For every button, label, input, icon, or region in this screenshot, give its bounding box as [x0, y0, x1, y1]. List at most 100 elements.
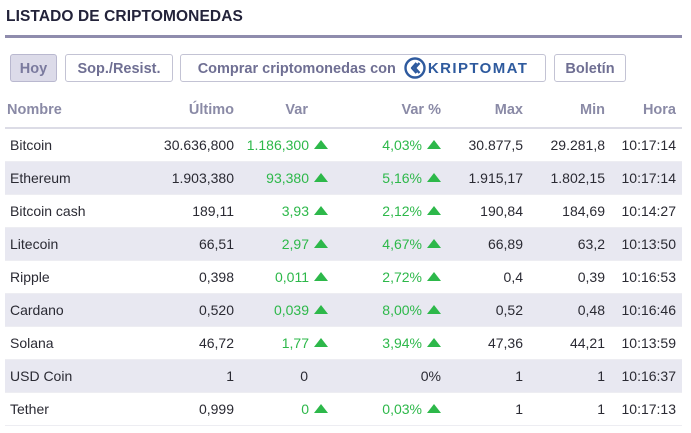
- time: 10:17:13: [605, 392, 682, 426]
- min-price: 44,21: [523, 326, 605, 360]
- last-price: 46,72: [115, 326, 234, 360]
- triangle-up-icon: [427, 338, 441, 347]
- table-row[interactable]: Bitcoin 30.636,800 1.186,300 4,03% 30.877,5 2…: [5, 128, 682, 162]
- change-cell: 0,011: [234, 260, 332, 294]
- change-cell: 0: [234, 359, 332, 393]
- kriptomat-logo: KRIPTOMAT: [404, 55, 528, 83]
- max-price: 30.877,5: [441, 128, 523, 162]
- triangle-up-icon: [314, 239, 328, 248]
- table-row[interactable]: Ripple 0,398 0,011 2,72% 0,4 0,39 10:16:53: [5, 260, 682, 294]
- crypto-name[interactable]: Ripple: [5, 260, 115, 294]
- change-pct-cell: 0%: [332, 359, 441, 393]
- col-header-min[interactable]: Min: [523, 93, 605, 129]
- crypto-name[interactable]: Solana: [5, 326, 115, 360]
- table-row[interactable]: Solana 46,72 1,77 3,94% 47,36 44,21 10:13:59: [5, 326, 682, 360]
- kriptomat-logo-icon: [404, 57, 426, 79]
- max-price: 1: [441, 392, 523, 426]
- change-cell: 93,380: [234, 161, 332, 195]
- triangle-up-icon: [314, 206, 328, 215]
- min-price: 184,69: [523, 194, 605, 228]
- change-cell: 0: [234, 392, 332, 426]
- change-pct-value: 2,12%: [382, 203, 422, 219]
- time: 10:17:14: [605, 128, 682, 162]
- change-value: 1,77: [281, 335, 309, 351]
- last-price: 66,51: [115, 227, 234, 261]
- change-pct-value: 0%: [420, 368, 441, 384]
- change-pct-value: 8,00%: [382, 302, 422, 318]
- page-title: LISTADO DE CRIPTOMONEDAS: [6, 8, 243, 25]
- crypto-table: Nombre Último Var Var % Max Min Hora Bit…: [5, 93, 682, 426]
- change-value: 0,011: [275, 269, 309, 285]
- change-pct-cell: 0,03%: [332, 392, 441, 426]
- change-pct-value: 4,67%: [382, 236, 422, 252]
- min-price: 0,39: [523, 260, 605, 294]
- col-header-var-pct[interactable]: Var %: [332, 93, 441, 129]
- tab-comprar-label: Comprar criptomonedas con: [197, 61, 396, 77]
- max-price: 190,84: [441, 194, 523, 228]
- change-value: 1.186,300: [246, 137, 309, 153]
- triangle-up-icon: [314, 173, 328, 182]
- time: 10:17:14: [605, 161, 682, 195]
- change-pct-cell: 8,00%: [332, 293, 441, 327]
- change-pct-value: 2,72%: [382, 269, 422, 285]
- last-price: 1.903,380: [115, 161, 234, 195]
- triangle-up-icon: [314, 272, 328, 281]
- last-price: 0,999: [115, 392, 234, 426]
- tab-comprar-criptomonedas[interactable]: Comprar criptomonedas con KRIPTOMAT: [180, 54, 546, 82]
- min-price: 1.802,15: [523, 161, 605, 195]
- tab-soporte-resistencia[interactable]: Sop./Resist.: [65, 54, 173, 82]
- table-row[interactable]: Litecoin 66,51 2,97 4,67% 66,89 63,2 10:13:50: [5, 227, 682, 261]
- last-price: 189,11: [115, 194, 234, 228]
- min-price: 0,48: [523, 293, 605, 327]
- triangle-up-icon: [427, 239, 441, 248]
- table-row[interactable]: USD Coin 1 0 0% 1 1 10:16:37: [5, 359, 682, 393]
- col-header-hora[interactable]: Hora: [605, 93, 682, 129]
- crypto-name[interactable]: USD Coin: [5, 359, 115, 393]
- table-row[interactable]: Ethereum 1.903,380 93,380 5,16% 1.915,17 1.80…: [5, 161, 682, 195]
- triangle-up-icon: [427, 272, 441, 281]
- triangle-up-icon: [427, 140, 441, 149]
- tab-hoy[interactable]: Hoy: [10, 54, 57, 82]
- col-header-nombre[interactable]: Nombre: [5, 93, 115, 129]
- change-pct-value: 4,03%: [382, 137, 422, 153]
- table-row[interactable]: Tether 0,999 0 0,03% 1 1 10:17:13: [5, 392, 682, 426]
- triangle-up-icon: [314, 305, 328, 314]
- change-pct-value: 0,03%: [382, 401, 422, 417]
- col-header-var[interactable]: Var: [234, 93, 332, 129]
- change-value: 3,93: [281, 203, 309, 219]
- min-price: 63,2: [523, 227, 605, 261]
- crypto-name[interactable]: Bitcoin cash: [5, 194, 115, 228]
- triangle-up-icon: [427, 305, 441, 314]
- table-row[interactable]: Cardano 0,520 0,039 8,00% 0,52 0,48 10:16:46: [5, 293, 682, 327]
- max-price: 66,89: [441, 227, 523, 261]
- kriptomat-wordmark: KRIPTOMAT: [427, 60, 529, 78]
- change-cell: 1.186,300: [234, 128, 332, 162]
- max-price: 47,36: [441, 326, 523, 360]
- change-pct-value: 5,16%: [382, 170, 422, 186]
- crypto-name[interactable]: Litecoin: [5, 227, 115, 261]
- time: 10:16:46: [605, 293, 682, 327]
- col-header-max[interactable]: Max: [441, 93, 523, 129]
- table-header-row: Nombre Último Var Var % Max Min Hora: [5, 93, 682, 129]
- col-header-ultimo[interactable]: Último: [115, 93, 234, 129]
- last-price: 1: [115, 359, 234, 393]
- crypto-name[interactable]: Ethereum: [5, 161, 115, 195]
- change-pct-cell: 2,12%: [332, 194, 441, 228]
- change-value: 2,97: [281, 236, 309, 252]
- crypto-name[interactable]: Bitcoin: [5, 128, 115, 162]
- change-cell: 1,77: [234, 326, 332, 360]
- change-value: 93,380: [266, 170, 309, 186]
- crypto-name[interactable]: Tether: [5, 392, 115, 426]
- change-value: 0,039: [273, 302, 309, 318]
- min-price: 1: [523, 392, 605, 426]
- last-price: 0,398: [115, 260, 234, 294]
- crypto-name[interactable]: Cardano: [5, 293, 115, 327]
- tab-boletin[interactable]: Boletín: [554, 54, 626, 82]
- last-price: 0,520: [115, 293, 234, 327]
- triangle-up-icon: [427, 404, 441, 413]
- table-row[interactable]: Bitcoin cash 189,11 3,93 2,12% 190,84 184,69 1…: [5, 194, 682, 228]
- change-pct-cell: 3,94%: [332, 326, 441, 360]
- change-cell: 2,97: [234, 227, 332, 261]
- time: 10:14:27: [605, 194, 682, 228]
- time: 10:16:37: [605, 359, 682, 393]
